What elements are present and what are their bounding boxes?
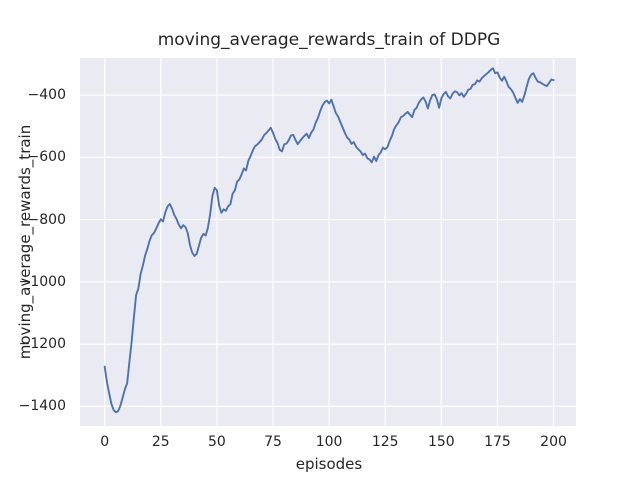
x-tick-label: 50 xyxy=(207,434,226,450)
x-tick-label: 75 xyxy=(264,434,282,450)
data-line xyxy=(103,67,555,414)
x-tick-label: 150 xyxy=(427,434,455,450)
x-tick-label: 200 xyxy=(540,434,567,450)
plot-svg xyxy=(80,58,576,426)
y-tick-label: −1400 xyxy=(18,398,66,415)
x-tick-label: 100 xyxy=(315,434,343,450)
y-tick-label: −400 xyxy=(27,87,66,104)
x-axis-label: episodes xyxy=(295,455,363,473)
plot-area xyxy=(80,58,576,426)
x-tick-label: 25 xyxy=(151,434,170,450)
y-tick-label: −800 xyxy=(27,211,66,228)
y-tick-label: −600 xyxy=(27,149,66,166)
y-tick-label: −1000 xyxy=(18,273,66,290)
x-tick-label: 0 xyxy=(100,434,110,450)
x-tick-label: 175 xyxy=(484,434,511,450)
chart-title: moving_average_rewards_train of DDPG xyxy=(157,30,501,50)
y-tick-label: −1200 xyxy=(18,336,66,353)
x-tick-label: 125 xyxy=(371,434,399,450)
